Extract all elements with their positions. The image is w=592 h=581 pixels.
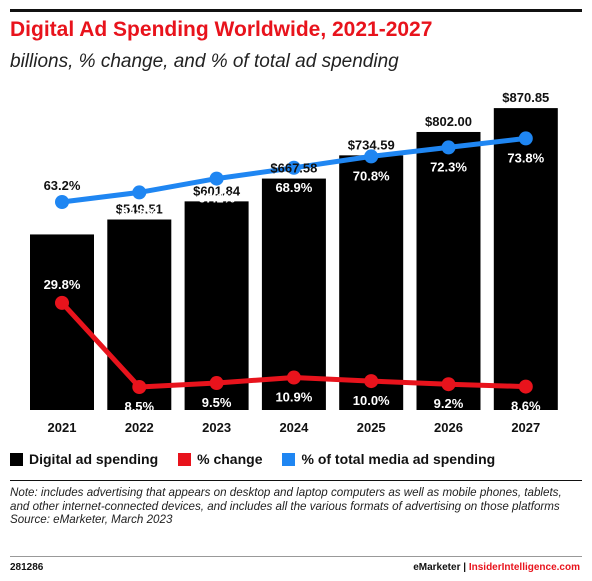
bar-value-label: $667.58	[270, 161, 317, 176]
chart-legend: Digital ad spending % change % of total …	[10, 451, 515, 467]
bar-2021	[30, 234, 94, 410]
share-point	[55, 195, 69, 209]
bar-2025	[339, 155, 404, 410]
share-value-label: 64.8%	[121, 204, 158, 219]
chart-subtitle: billions, % change, and % of total ad sp…	[10, 51, 399, 72]
note-text: Note: includes advertising that appears …	[10, 486, 562, 513]
share-value-label: 72.3%	[430, 159, 467, 174]
x-tick-label: 2027	[511, 420, 540, 435]
legend-item-share: % of total media ad spending	[282, 451, 495, 467]
top-rule	[10, 9, 582, 12]
bar-value-label: $506.43	[39, 218, 86, 233]
footer-brand: eMarketer | InsiderIntelligence.com	[413, 562, 580, 573]
legend-item-spending: Digital ad spending	[10, 451, 158, 467]
footer-rule	[10, 556, 582, 557]
bar-2027	[493, 108, 558, 410]
share-value-label: 68.9%	[275, 180, 312, 195]
bar-value-label: $870.85	[502, 90, 549, 105]
brand-separator: |	[463, 562, 467, 573]
legend-divider	[10, 480, 582, 481]
legend-label-spending: Digital ad spending	[29, 451, 159, 467]
brand-insider-intelligence: InsiderIntelligence.com	[468, 562, 580, 573]
bar-value-label: $802.00	[425, 114, 472, 129]
change-point	[441, 377, 456, 392]
share-value-label: 70.8%	[353, 168, 390, 183]
legend-item-change: % change	[178, 451, 262, 467]
bar-value-label: $734.59	[348, 137, 395, 152]
share-value-label: 63.2%	[44, 178, 81, 193]
change-point	[209, 376, 224, 391]
x-tick-label: 2025	[357, 420, 386, 435]
source-text: Source: eMarketer, March 2023	[10, 513, 173, 526]
share-point	[518, 131, 533, 146]
bar-2022	[107, 219, 172, 410]
legend-swatch-share	[282, 452, 296, 466]
share-value-label: 73.8%	[507, 150, 544, 165]
bar-value-label: $601.84	[193, 183, 241, 198]
share-point	[441, 140, 456, 155]
bar-value-label: $549.51	[116, 202, 163, 217]
change-value-label: 8.5%	[124, 399, 154, 414]
chart-note: Note: includes advertising that appears …	[10, 486, 580, 527]
change-value-label: 10.9%	[275, 390, 312, 405]
legend-label-share: % of total media ad spending	[301, 451, 496, 467]
change-value-label: 9.5%	[202, 395, 232, 410]
share-point	[209, 171, 224, 186]
change-point	[518, 379, 533, 394]
chart-title: Digital Ad Spending Worldwide, 2021-2027	[10, 18, 433, 41]
change-value-label: 8.6%	[511, 399, 541, 414]
share-value-label: 67.1%	[198, 191, 235, 206]
x-tick-label: 2024	[279, 420, 309, 435]
x-tick-label: 2021	[48, 420, 77, 435]
x-tick-label: 2023	[202, 420, 231, 435]
x-tick-label: 2022	[125, 420, 154, 435]
bar-2023	[184, 201, 249, 410]
legend-swatch-spending	[10, 452, 23, 466]
change-point	[364, 374, 379, 389]
chart-plot-area: $506.43 2021 $549.51 2022 $601.84 2023 $667.58…	[30, 90, 558, 435]
change-value-label: 10.0%	[353, 393, 390, 408]
share-point	[286, 160, 301, 175]
legend-swatch-change	[178, 452, 192, 466]
share-point	[132, 185, 147, 200]
brand-emarketer: eMarketer	[413, 562, 461, 573]
share-point	[364, 149, 379, 164]
change-point	[132, 380, 147, 394]
bar-2026	[416, 131, 481, 410]
change-value-label: 9.2%	[434, 396, 464, 411]
change-point	[55, 295, 69, 310]
change-point	[286, 370, 301, 385]
change-value-label: 29.8%	[44, 277, 81, 292]
chart-id: 281286	[10, 562, 44, 573]
x-tick-label: 2026	[434, 420, 463, 435]
legend-label-change: % change	[197, 451, 263, 467]
